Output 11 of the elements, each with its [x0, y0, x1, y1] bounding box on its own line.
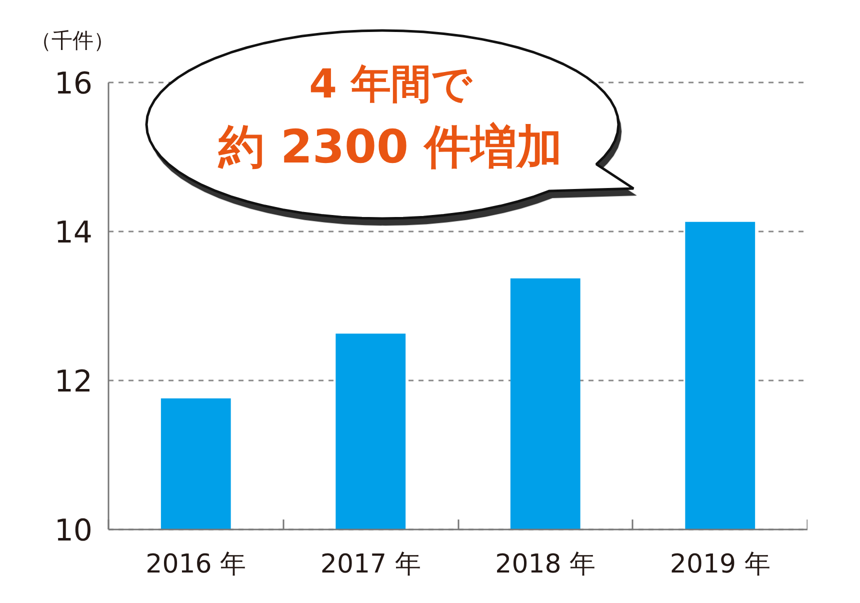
x-tick-label: 2018 年 — [495, 550, 596, 580]
x-tick-label: 2017 年 — [320, 550, 421, 580]
y-tick-label: 12 — [54, 364, 93, 400]
y-axis-title: （千件） — [30, 28, 114, 52]
annotation: 4 年間で — [309, 62, 473, 108]
y-tick-label: 10 — [54, 514, 93, 548]
annotation: 約 2300 件増加 — [217, 120, 563, 174]
x-tick-label: 2019 年 — [670, 550, 770, 580]
x-tick-label: 2016 年 — [146, 550, 246, 580]
y-tick-label: 14 — [54, 216, 93, 250]
y-tick-label: 16 — [54, 66, 93, 102]
